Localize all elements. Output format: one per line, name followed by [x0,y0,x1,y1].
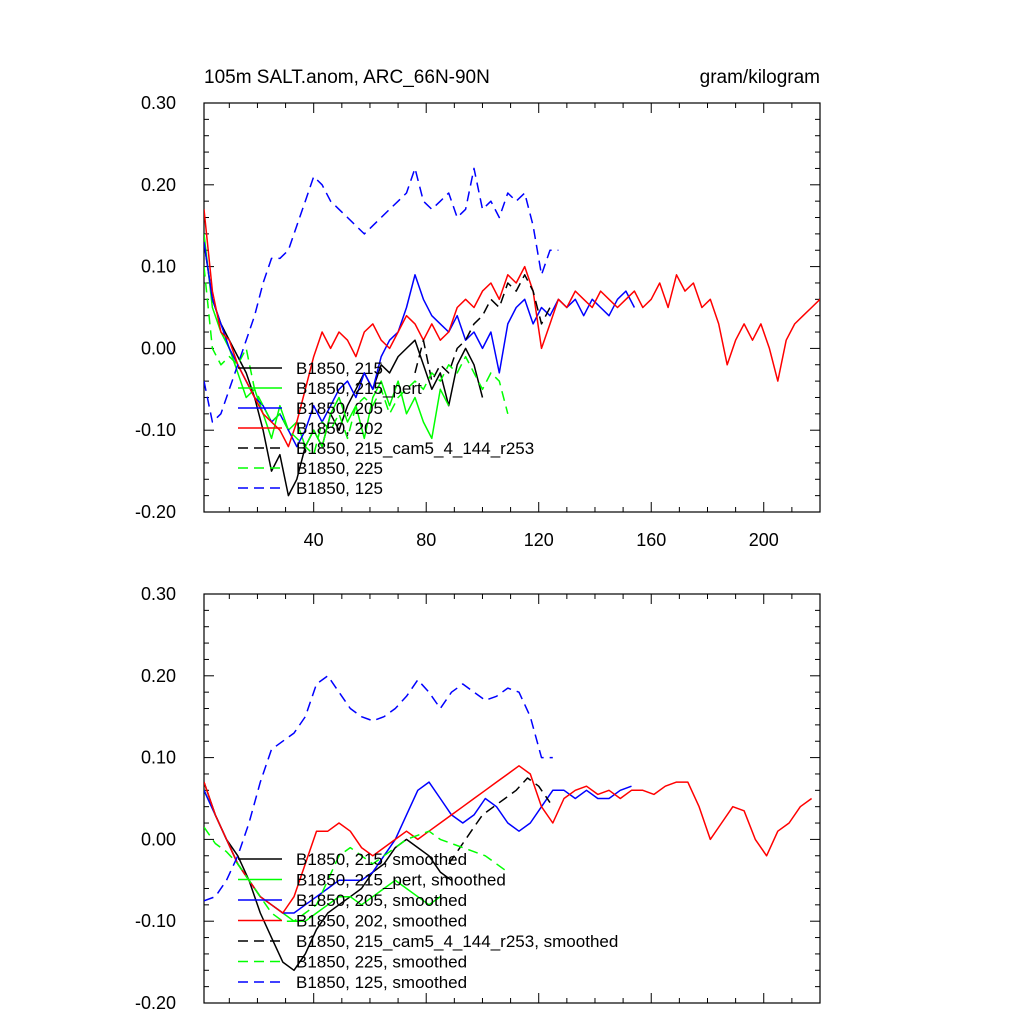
legend-label: B1850, 202, smoothed [296,912,467,931]
legend-label: B1850, 125 [296,479,383,498]
legend-label: B1850, 125, smoothed [296,973,467,992]
y-tick-label: 0.30 [141,93,176,113]
legend-label: B1850, 205 [296,399,383,418]
series-line-5 [204,266,509,456]
series-line-5 [204,826,509,922]
y-tick-label: -0.10 [135,420,176,440]
legend-label: B1850, 225 [296,459,383,478]
legend-label: B1850, 215_pert, smoothed [296,871,506,890]
y-tick-label: 0.20 [141,666,176,686]
plot-frame [203,102,821,513]
y-tick-label: 0.00 [141,338,176,358]
series-line-6 [204,167,559,423]
top-panel: -0.20 -0.10 0.00 0.10 0.20 0.30 40 80 120 160 200 B… [135,93,821,550]
series-line-4 [414,274,551,382]
legend-label: B1850, 215_cam5_4_144_r253 [296,439,534,458]
series-line-0 [204,241,484,497]
y-tick-label: 0.20 [141,175,176,195]
legend-label: B1850, 215, smoothed [296,850,467,869]
legend-label: B1850, 215_cam5_4_144_r253, smoothed [296,932,618,951]
x-tick-label: 120 [524,530,554,550]
series-line-1 [204,233,450,448]
legend-label: B1850, 205, smoothed [296,891,467,910]
y-tick-label: -0.20 [135,502,176,522]
series-group [204,167,820,497]
series-line-0 [204,781,452,972]
plot-frame [203,593,821,1004]
y-tick-label: 0.10 [141,257,176,277]
x-tick-label: 40 [304,530,324,550]
series-line-4 [448,777,551,865]
chart-units: gram/kilogram [700,67,820,88]
y-tick-label: -0.20 [135,993,176,1013]
y-tick-label: -0.10 [135,911,176,931]
x-tick-label: 200 [749,530,779,550]
x-tick-label: 160 [636,530,666,550]
legend-label: B1850, 215_pert [296,379,422,398]
series-line-3 [204,765,813,914]
series-line-6 [204,675,553,902]
x-tick-label: 80 [416,530,436,550]
legend-label: B1850, 225, smoothed [296,953,467,972]
series-line-3 [204,209,820,448]
bottom-panel: -0.20 -0.10 0.00 0.10 0.20 0.30 B1850, 215, sm… [135,584,821,1013]
y-tick-label: 0.00 [141,829,176,849]
chart-title: 105m SALT.anom, ARC_66N-90N [204,67,490,88]
legend-label: B1850, 215 [296,359,383,378]
y-tick-label: 0.30 [141,584,176,604]
series-group [204,675,813,972]
legend-label: B1850, 202 [296,419,383,438]
y-tick-label: 0.10 [141,748,176,768]
